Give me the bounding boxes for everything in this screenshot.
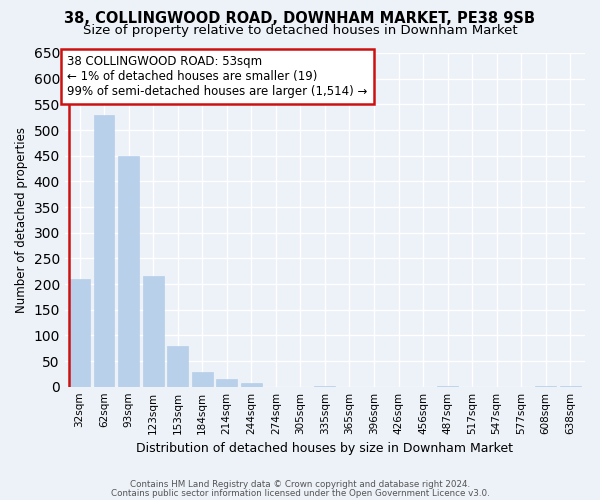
Text: 38, COLLINGWOOD ROAD, DOWNHAM MARKET, PE38 9SB: 38, COLLINGWOOD ROAD, DOWNHAM MARKET, PE… [65, 11, 536, 26]
Bar [192, 372, 212, 386]
Bar [94, 114, 115, 386]
Bar [217, 379, 237, 386]
Bar [143, 276, 164, 386]
Y-axis label: Number of detached properties: Number of detached properties [15, 127, 28, 313]
Text: 38 COLLINGWOOD ROAD: 53sqm
← 1% of detached houses are smaller (19)
99% of semi-: 38 COLLINGWOOD ROAD: 53sqm ← 1% of detac… [67, 54, 368, 98]
Text: Contains HM Land Registry data © Crown copyright and database right 2024.: Contains HM Land Registry data © Crown c… [130, 480, 470, 489]
X-axis label: Distribution of detached houses by size in Downham Market: Distribution of detached houses by size … [136, 442, 514, 455]
Bar [118, 156, 139, 386]
Bar [167, 346, 188, 387]
Bar [69, 279, 90, 386]
Text: Size of property relative to detached houses in Downham Market: Size of property relative to detached ho… [83, 24, 517, 37]
Bar [241, 382, 262, 386]
Text: Contains public sector information licensed under the Open Government Licence v3: Contains public sector information licen… [110, 489, 490, 498]
